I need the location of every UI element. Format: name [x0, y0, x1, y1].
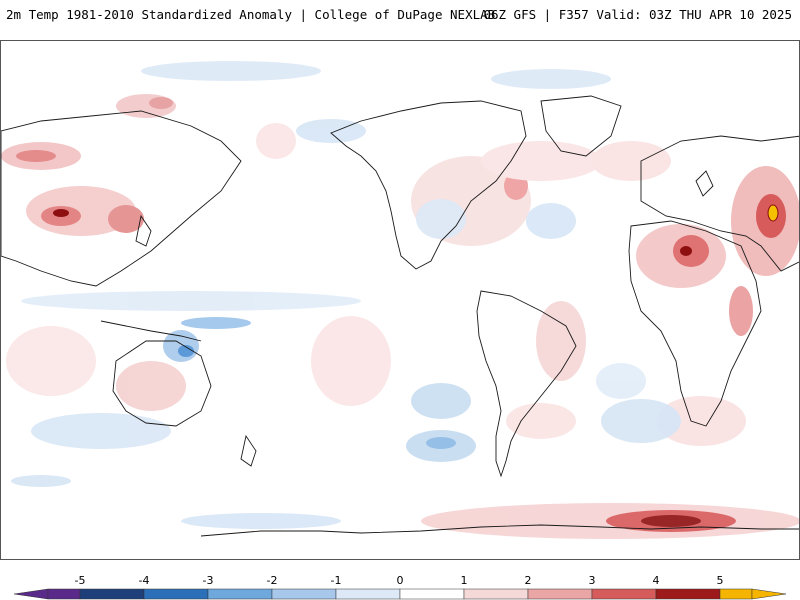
- coastlines: [1, 95, 799, 537]
- uk-outline: [695, 170, 714, 197]
- africa-outline: [628, 220, 762, 427]
- legend-label: -1: [330, 574, 342, 587]
- legend-label: 4: [652, 574, 660, 587]
- extreme-warm-spots: [53, 204, 779, 256]
- greenland-outline: [540, 95, 622, 157]
- australia-outline: [112, 340, 212, 427]
- japan-outline: [135, 214, 152, 247]
- legend-label: -3: [202, 574, 214, 587]
- new-zealand-outline: [240, 434, 257, 467]
- legend-label: -4: [138, 574, 150, 587]
- legend-label: -5: [74, 574, 86, 587]
- map-title: 2m Temp 1981-2010 Standardized Anomaly |…: [6, 7, 496, 22]
- indonesia-outline: [100, 320, 202, 342]
- legend-label: 1: [460, 574, 468, 587]
- north-america-outline: [330, 100, 527, 270]
- anomaly-map-svg: [1, 61, 799, 539]
- anomaly-map: [0, 40, 800, 560]
- header: 2m Temp 1981-2010 Standardized Anomaly |…: [0, 0, 800, 30]
- south-america-outline: [476, 290, 577, 478]
- legend-label: -2: [266, 574, 278, 587]
- run-info: 06Z GFS | F357 Valid: 03Z THU APR 10 202…: [483, 7, 792, 22]
- eurasia-outline: [1, 110, 799, 287]
- antarctica-outline: [200, 524, 799, 537]
- cold-anomaly-layer: [11, 61, 681, 529]
- legend-label: 3: [588, 574, 596, 587]
- legend-label: 5: [716, 574, 724, 587]
- legend-label: 0: [396, 574, 404, 587]
- warm-anomaly-layer: [1, 94, 799, 539]
- legend-label: 2: [524, 574, 532, 587]
- color-legend: -5 -4 -3 -2 -1 0 1 2 3 4 5: [0, 570, 800, 600]
- legend-colorbar: [13, 588, 787, 600]
